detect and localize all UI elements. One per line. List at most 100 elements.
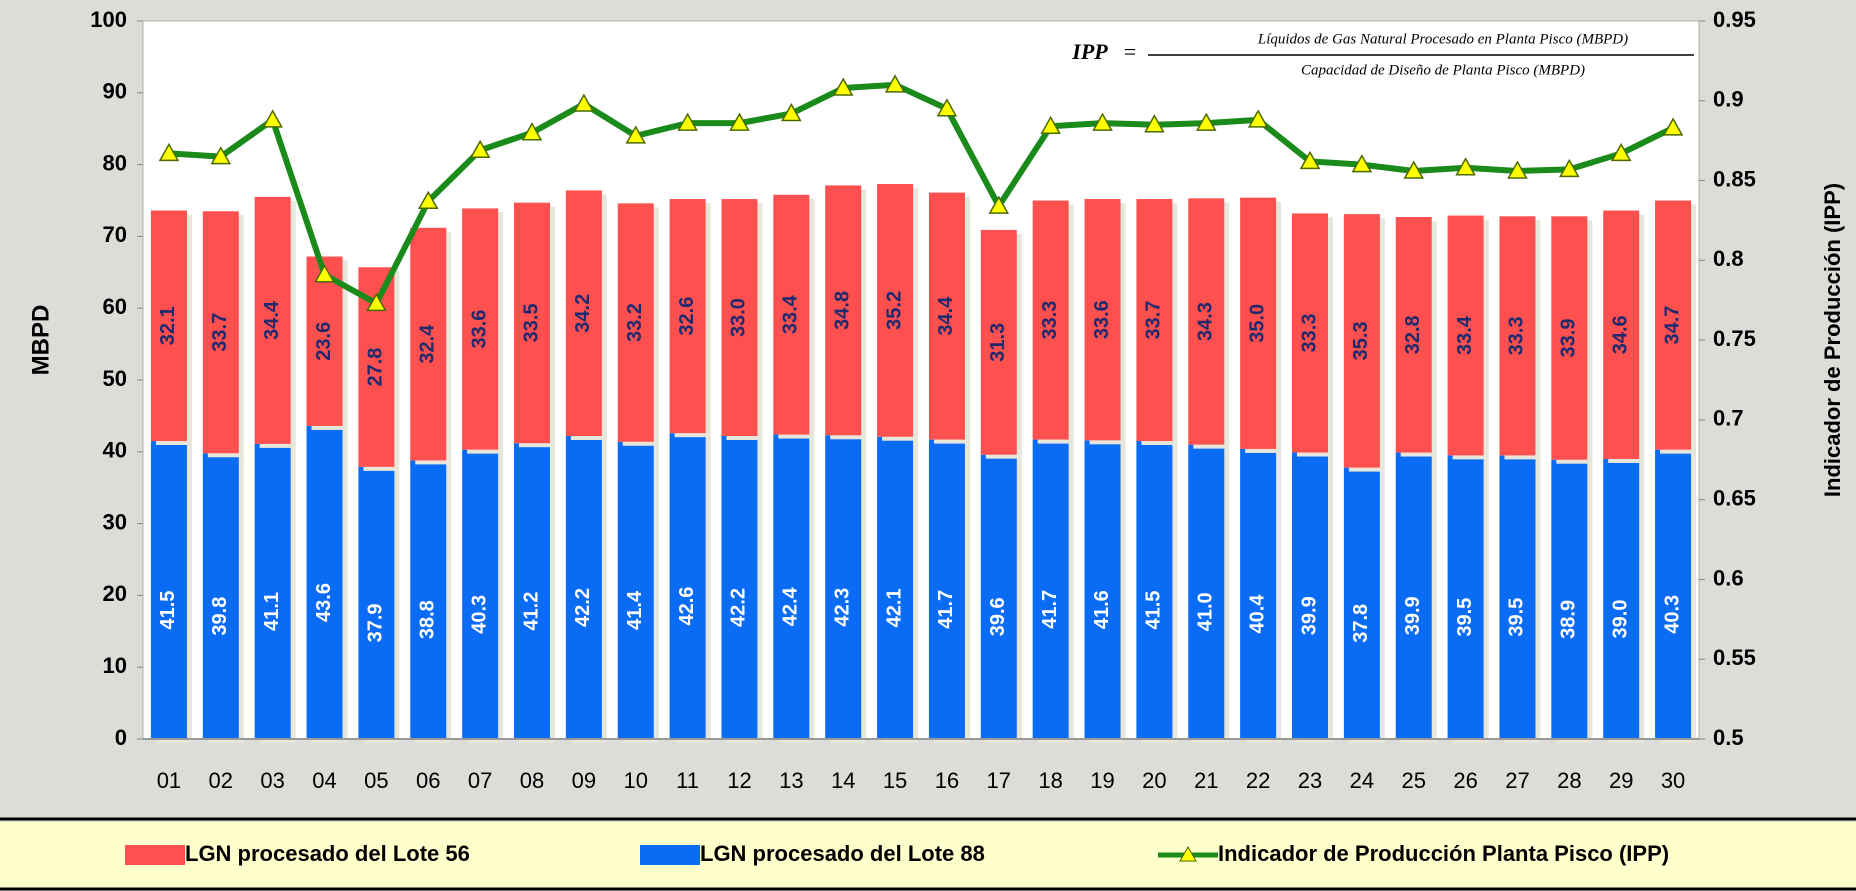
y2-tick-label: 0.75 — [1713, 326, 1756, 351]
x-tick-label: 24 — [1350, 768, 1374, 793]
bar — [825, 435, 862, 739]
bar — [773, 194, 810, 435]
data-label: 32.4 — [417, 324, 439, 364]
bar — [1447, 455, 1484, 739]
bar — [462, 208, 499, 450]
bar — [1240, 448, 1277, 739]
bar — [669, 199, 706, 434]
marker — [1403, 160, 1425, 179]
bar — [202, 211, 239, 454]
marker — [262, 109, 283, 128]
formula-equals: = — [1124, 39, 1136, 64]
data-label: 33.4 — [780, 294, 802, 334]
bar — [1032, 200, 1069, 440]
x-tick-label: 23 — [1298, 768, 1322, 793]
bar — [1188, 198, 1225, 445]
bar — [1551, 459, 1588, 739]
x-tick-label: 29 — [1609, 768, 1633, 793]
legend-label: LGN procesado del Lote 56 — [185, 841, 470, 866]
bar — [150, 210, 187, 442]
data-label: 41.5 — [1143, 591, 1165, 630]
marker — [1299, 150, 1321, 170]
bar — [1084, 199, 1121, 441]
y-tick-label: 10 — [103, 653, 127, 678]
marker — [1195, 112, 1217, 131]
line — [168, 81, 1675, 307]
marker — [1455, 157, 1476, 176]
x-tick-label: 30 — [1661, 768, 1685, 793]
data-label: 39.9 — [1402, 596, 1424, 635]
marker — [1662, 117, 1684, 136]
y-tick-label: 30 — [103, 509, 127, 534]
bar — [410, 227, 447, 461]
bar — [1603, 458, 1640, 739]
data-label: 32.8 — [1402, 315, 1424, 354]
bar — [254, 443, 291, 739]
data-label: 34.3 — [1195, 302, 1217, 341]
data-label: 33.2 — [624, 303, 646, 342]
data-label: 42.4 — [780, 586, 802, 626]
data-label: 42.3 — [831, 588, 853, 627]
data-label: 33.4 — [1454, 315, 1476, 355]
x-tick-label: 11 — [676, 768, 699, 793]
x-tick-label: 06 — [416, 768, 440, 793]
x-tick-label: 26 — [1453, 768, 1477, 793]
x-tick-label: 08 — [520, 768, 544, 793]
bar — [1240, 197, 1277, 449]
x-tick-label: 14 — [831, 768, 855, 793]
bar — [721, 199, 758, 437]
bar — [928, 439, 965, 739]
bar — [980, 229, 1017, 455]
marker — [1247, 109, 1269, 128]
formula: IPP = Líquidos de Gas Natural Procesado … — [1071, 31, 1694, 78]
data-label: 41.2 — [520, 592, 542, 631]
x-tick-label: 20 — [1142, 768, 1166, 793]
bar — [462, 449, 499, 739]
data-label: 39.5 — [1506, 598, 1528, 637]
bar — [877, 183, 914, 437]
data-label: 38.9 — [1558, 600, 1580, 639]
data-label: 34.2 — [572, 294, 594, 333]
data-label: 33.6 — [468, 310, 490, 349]
y2-tick-label: 0.5 — [1713, 725, 1744, 750]
x-tick-label: 16 — [935, 768, 959, 793]
bar — [1343, 467, 1380, 739]
bar — [514, 202, 550, 444]
x-tick-label: 27 — [1505, 768, 1529, 793]
y2-tick-label: 0.7 — [1713, 406, 1744, 431]
y-tick-label: 40 — [103, 438, 127, 463]
marker — [936, 98, 958, 117]
data-label: 34.8 — [831, 291, 853, 330]
bar — [1188, 444, 1225, 739]
marker — [158, 142, 180, 162]
bar — [565, 190, 602, 437]
x-tick-label: 04 — [312, 768, 336, 793]
data-label: 41.7 — [935, 590, 957, 629]
data-label: 33.3 — [1298, 314, 1320, 353]
legend-swatch — [125, 845, 185, 865]
y-tick-label: 60 — [103, 294, 127, 319]
marker — [884, 74, 906, 93]
x-tick-label: 01 — [157, 768, 181, 793]
x-tick-label: 02 — [209, 768, 233, 793]
marker — [988, 195, 1010, 214]
data-label: 41.5 — [157, 591, 179, 630]
bar — [514, 443, 550, 739]
data-label: 33.3 — [1039, 301, 1061, 340]
x-tick-label: 09 — [572, 768, 596, 793]
data-label: 38.8 — [417, 600, 439, 639]
data-label: 35.2 — [883, 291, 905, 330]
bar — [1447, 215, 1484, 456]
formula-denominator: Capacidad de Diseño de Planta Pisco (MBP… — [1301, 62, 1585, 78]
marker — [677, 112, 698, 131]
y2-tick-label: 0.65 — [1713, 485, 1756, 510]
data-label: 39.8 — [209, 597, 231, 636]
bar — [1395, 217, 1432, 453]
data-label: 42.2 — [572, 588, 594, 627]
data-label: 39.0 — [1609, 600, 1631, 639]
y-tick-label: 100 — [90, 7, 127, 32]
marker — [1144, 114, 1165, 133]
bar — [877, 436, 914, 739]
legend-label: LGN procesado del Lote 88 — [700, 841, 985, 866]
